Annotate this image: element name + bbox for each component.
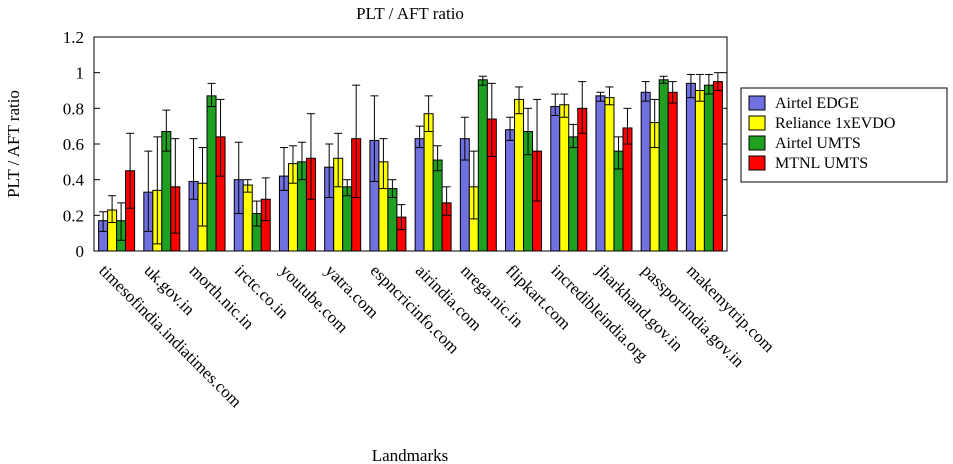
legend-label-1: Reliance 1xEVDO <box>775 115 895 132</box>
bar-1-7 <box>423 113 434 252</box>
legend-box <box>740 87 948 183</box>
legend-label-2: Airtel UMTS <box>775 135 861 152</box>
bar-1-13 <box>694 90 705 252</box>
y-tick-label: 0 <box>76 242 85 261</box>
legend-swatch-0 <box>748 95 766 111</box>
bar-3-11 <box>622 127 633 252</box>
legend-swatch-2 <box>748 135 766 151</box>
bar-0-11 <box>595 95 606 252</box>
bar-0-9 <box>505 129 516 252</box>
bar-0-10 <box>550 106 561 252</box>
bar-2-10 <box>568 136 579 252</box>
y-tick-label: 1 <box>76 64 85 83</box>
y-axis-label: PLT / AFT ratio <box>4 90 23 198</box>
bar-0-12 <box>640 91 651 252</box>
bar-0-7 <box>414 138 425 252</box>
legend-label-0: Airtel EDGE <box>775 95 859 112</box>
y-axis-ticks: 0 0.2 0.4 0.6 0.8 1 1.2 <box>63 28 727 261</box>
legend-swatch-3 <box>748 155 766 171</box>
bars-layer <box>98 79 723 252</box>
y-tick-label: 0.2 <box>63 206 84 225</box>
legend-label-3: MTNL UMTS <box>775 155 868 172</box>
bar-3-13 <box>712 81 723 252</box>
legend: Airtel EDGE Reliance 1xEVDO Airtel UMTS MTN… <box>740 87 948 183</box>
y-tick-label: 0.8 <box>63 99 84 118</box>
bar-2-13 <box>703 84 714 252</box>
bar-2-7 <box>432 159 443 252</box>
bar-1-9 <box>514 98 525 252</box>
bar-1-11 <box>604 97 615 252</box>
y-tick-label: 0.6 <box>63 135 84 154</box>
y-tick-label: 0.4 <box>63 171 85 190</box>
bar-2-5 <box>342 186 353 252</box>
bar-1-3 <box>242 184 253 252</box>
bar-2-12 <box>658 79 669 252</box>
plot-frame <box>93 36 728 252</box>
error-bars-layer <box>99 72 722 245</box>
x-axis-label: Landmarks <box>372 446 448 464</box>
bar-2-8 <box>477 79 488 252</box>
x-tick-labels: timesofindia.indiatimes.comuk.gov.inmort… <box>95 260 778 411</box>
legend-swatch-1 <box>748 115 766 131</box>
y-tick-label: 1.2 <box>63 28 84 47</box>
bar-1-10 <box>559 104 570 252</box>
bar-3-12 <box>667 91 678 252</box>
bar-2-2 <box>206 95 217 252</box>
chart-title: PLT / AFT ratio <box>356 4 464 23</box>
bar-0-13 <box>685 82 696 252</box>
